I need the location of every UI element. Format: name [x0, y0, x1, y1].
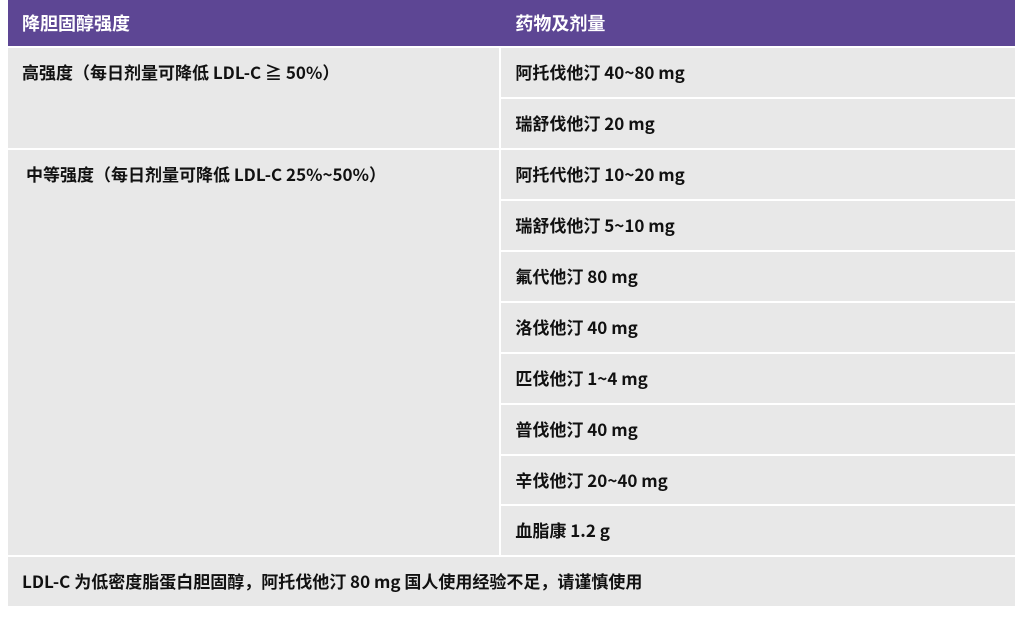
drug-cell: 瑞舒伐他汀 5~10 mg [501, 201, 1015, 252]
drug-cell: 辛伐他汀 20~40 mg [501, 456, 1015, 507]
drug-cell: 洛伐他汀 40 mg [501, 303, 1015, 354]
table-header: 降胆固醇强度 药物及剂量 [8, 0, 1015, 48]
intensity-cell: 高强度（每日剂量可降低 LDL-C ≧ 50%） [8, 48, 501, 150]
col-header-drug: 药物及剂量 [501, 0, 1015, 48]
col-header-intensity: 降胆固醇强度 [8, 0, 501, 48]
drug-cell: 血脂康 1.2 g [501, 506, 1015, 557]
table-body: 高强度（每日剂量可降低 LDL-C ≧ 50%）阿托伐他汀 40~80 mg瑞舒… [8, 48, 1015, 557]
table-row: 高强度（每日剂量可降低 LDL-C ≧ 50%）阿托伐他汀 40~80 mg [8, 48, 1015, 99]
statin-intensity-table: 降胆固醇强度 药物及剂量 高强度（每日剂量可降低 LDL-C ≧ 50%）阿托伐… [8, 0, 1015, 608]
intensity-cell: 中等强度（每日剂量可降低 LDL-C 25%~50%） [8, 150, 501, 558]
page-wrap: 降胆固醇强度 药物及剂量 高强度（每日剂量可降低 LDL-C ≧ 50%）阿托伐… [0, 0, 1023, 616]
drug-cell: 瑞舒伐他汀 20 mg [501, 99, 1015, 150]
drug-cell: 普伐他汀 40 mg [501, 405, 1015, 456]
drug-cell: 氟代他汀 80 mg [501, 252, 1015, 303]
drug-cell: 匹伐他汀 1~4 mg [501, 354, 1015, 405]
table-row: 中等强度（每日剂量可降低 LDL-C 25%~50%）阿托代他汀 10~20 m… [8, 150, 1015, 201]
table-footnote: LDL-C 为低密度脂蛋白胆固醇，阿托伐他汀 80 mg 国人使用经验不足，请谨… [8, 557, 1015, 608]
drug-cell: 阿托代他汀 10~20 mg [501, 150, 1015, 201]
drug-cell: 阿托伐他汀 40~80 mg [501, 48, 1015, 99]
